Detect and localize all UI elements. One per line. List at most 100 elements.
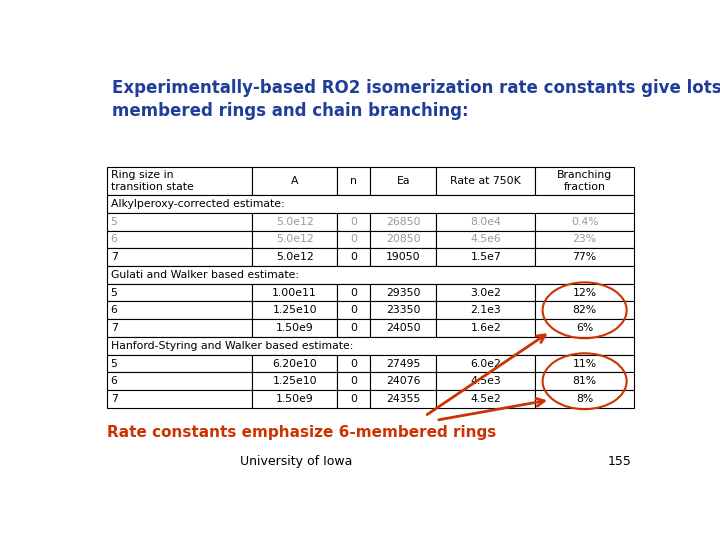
Text: 1.25e10: 1.25e10 (272, 305, 317, 315)
Bar (252, 231, 338, 248)
Text: 8.0e4: 8.0e4 (470, 217, 501, 227)
Text: 155: 155 (608, 455, 631, 468)
Text: 0: 0 (351, 288, 357, 298)
Text: Hanford-Styring and Walker based estimate:: Hanford-Styring and Walker based estimat… (111, 341, 353, 351)
Bar (370, 284, 436, 301)
Bar (252, 284, 338, 301)
Text: 6: 6 (111, 234, 117, 245)
Bar (436, 390, 535, 408)
Bar (338, 390, 370, 408)
Bar (436, 248, 535, 266)
Text: 6.20e10: 6.20e10 (272, 359, 317, 368)
Text: 24355: 24355 (386, 394, 420, 404)
Text: 5.0e12: 5.0e12 (276, 234, 313, 245)
Text: 26850: 26850 (386, 217, 420, 227)
Bar (535, 355, 634, 373)
Text: 24076: 24076 (386, 376, 420, 386)
Bar (436, 167, 535, 195)
Bar (252, 373, 338, 390)
Bar (107, 337, 634, 355)
Bar (107, 301, 252, 319)
Bar (107, 373, 252, 390)
Text: 24050: 24050 (386, 323, 420, 333)
Bar (107, 167, 252, 195)
Bar (436, 319, 535, 337)
Text: 20850: 20850 (386, 234, 420, 245)
Text: 6: 6 (111, 305, 117, 315)
Bar (535, 167, 634, 195)
Text: 6%: 6% (576, 323, 593, 333)
Text: 0: 0 (351, 376, 357, 386)
Text: 0: 0 (351, 394, 357, 404)
Text: 0: 0 (351, 217, 357, 227)
Bar (338, 319, 370, 337)
Bar (338, 301, 370, 319)
Text: 0: 0 (351, 234, 357, 245)
Bar (338, 284, 370, 301)
Text: 12%: 12% (572, 288, 597, 298)
Text: 6.0e2: 6.0e2 (470, 359, 501, 368)
Bar (436, 373, 535, 390)
Text: A: A (291, 176, 298, 186)
Bar (535, 248, 634, 266)
Text: Ea: Ea (397, 176, 410, 186)
Bar (107, 248, 252, 266)
Text: 1.50e9: 1.50e9 (276, 394, 313, 404)
Text: 7: 7 (111, 323, 117, 333)
Text: 1.50e9: 1.50e9 (276, 323, 313, 333)
Text: 4.5e2: 4.5e2 (470, 394, 501, 404)
Bar (535, 301, 634, 319)
Bar (370, 167, 436, 195)
Text: 7: 7 (111, 394, 117, 404)
Bar (252, 301, 338, 319)
Bar (436, 284, 535, 301)
Text: 27495: 27495 (386, 359, 420, 368)
Text: 11%: 11% (572, 359, 597, 368)
Text: Gulati and Walker based estimate:: Gulati and Walker based estimate: (111, 270, 299, 280)
Text: 6: 6 (111, 376, 117, 386)
Bar (338, 167, 370, 195)
Bar (436, 301, 535, 319)
Text: 5: 5 (111, 217, 117, 227)
Text: 1.25e10: 1.25e10 (272, 376, 317, 386)
Bar (338, 248, 370, 266)
Text: n: n (351, 176, 357, 186)
Bar (252, 213, 338, 231)
Text: 7: 7 (111, 252, 117, 262)
Text: Alkylperoxy-corrected estimate:: Alkylperoxy-corrected estimate: (111, 199, 284, 209)
Text: 5.0e12: 5.0e12 (276, 217, 313, 227)
Bar (107, 355, 252, 373)
Text: 5: 5 (111, 288, 117, 298)
Text: 77%: 77% (572, 252, 597, 262)
Bar (535, 390, 634, 408)
Bar (535, 231, 634, 248)
Bar (107, 284, 252, 301)
Bar (370, 355, 436, 373)
Text: 4.5e6: 4.5e6 (470, 234, 501, 245)
Bar (338, 355, 370, 373)
Text: 0: 0 (351, 359, 357, 368)
Text: 5.0e12: 5.0e12 (276, 252, 313, 262)
Bar (436, 355, 535, 373)
Bar (370, 213, 436, 231)
Bar (107, 213, 252, 231)
Bar (370, 301, 436, 319)
Bar (370, 231, 436, 248)
Text: 0: 0 (351, 323, 357, 333)
Bar (338, 373, 370, 390)
Text: 3.0e2: 3.0e2 (470, 288, 501, 298)
Bar (370, 373, 436, 390)
Bar (252, 390, 338, 408)
Bar (107, 390, 252, 408)
Text: 19050: 19050 (386, 252, 420, 262)
Bar (252, 248, 338, 266)
Text: Ring size in
transition state: Ring size in transition state (111, 170, 194, 192)
Bar (107, 231, 252, 248)
Text: 81%: 81% (572, 376, 597, 386)
Text: 1.00e11: 1.00e11 (272, 288, 317, 298)
Text: 1.5e7: 1.5e7 (470, 252, 501, 262)
Bar (535, 319, 634, 337)
Text: 0.4%: 0.4% (571, 217, 598, 227)
Bar (252, 167, 338, 195)
Bar (370, 319, 436, 337)
